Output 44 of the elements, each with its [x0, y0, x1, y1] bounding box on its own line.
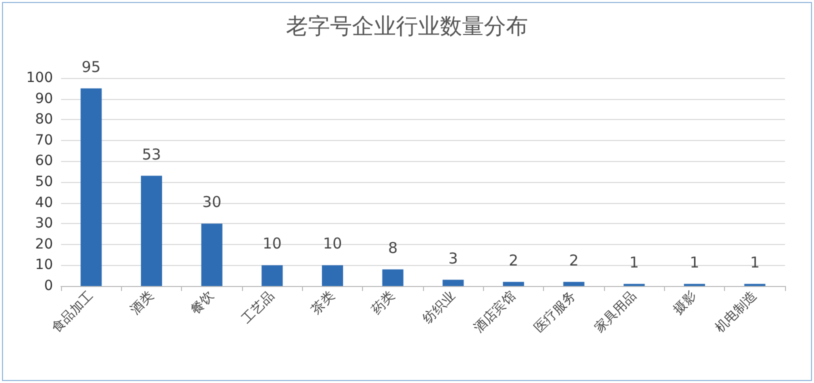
y-tick-label: 40: [35, 194, 53, 211]
y-tick-label: 70: [35, 132, 53, 148]
x-tick-label: 药类: [369, 288, 398, 318]
x-tick-label: 医疗服务: [532, 288, 580, 336]
y-tick-label: 50: [35, 174, 53, 190]
y-tick-label: 0: [44, 278, 53, 294]
bar: [442, 280, 464, 286]
y-tick-label: 60: [35, 153, 53, 170]
bar: [382, 269, 404, 286]
data-label: 10: [262, 234, 282, 253]
data-label: 1: [750, 253, 760, 272]
x-tick-label: 家具用品: [591, 288, 640, 336]
x-tick-label: 餐饮: [188, 288, 218, 318]
y-tick-label: 20: [35, 236, 53, 252]
bar: [140, 176, 162, 286]
x-tick-label: 纺织业: [420, 288, 458, 327]
data-label: 2: [569, 251, 579, 270]
bar: [563, 282, 584, 286]
data-label: 2: [508, 251, 518, 270]
bar: [262, 265, 283, 286]
y-tick-label: 100: [26, 70, 53, 86]
x-tick-label: 酒店宾馆: [470, 288, 519, 336]
data-label: 30: [202, 193, 222, 212]
chart-title: 老字号企业行业数量分布: [286, 14, 528, 40]
bar: [80, 88, 102, 286]
x-tick-label: 机电制造: [712, 288, 760, 336]
bar: [201, 224, 222, 286]
x-tick-label: 摄影: [670, 288, 700, 318]
data-label: 3: [448, 249, 458, 268]
y-tick-label: 30: [35, 216, 53, 232]
x-tick-label: 茶类: [308, 288, 338, 318]
data-label: 1: [629, 253, 639, 272]
data-label: 95: [82, 58, 101, 76]
x-tick-label: 酒类: [128, 288, 157, 318]
bar: [502, 282, 524, 286]
data-label: 8: [388, 238, 398, 257]
data-label: 1: [690, 253, 700, 272]
y-tick-label: 80: [35, 112, 53, 128]
y-tick-label: 10: [35, 257, 53, 274]
data-label: 10: [322, 234, 342, 253]
x-tick-label: 工艺品: [239, 288, 278, 327]
bar: [322, 265, 344, 286]
y-tick-label: 90: [35, 90, 53, 107]
data-label: 53: [142, 145, 162, 164]
